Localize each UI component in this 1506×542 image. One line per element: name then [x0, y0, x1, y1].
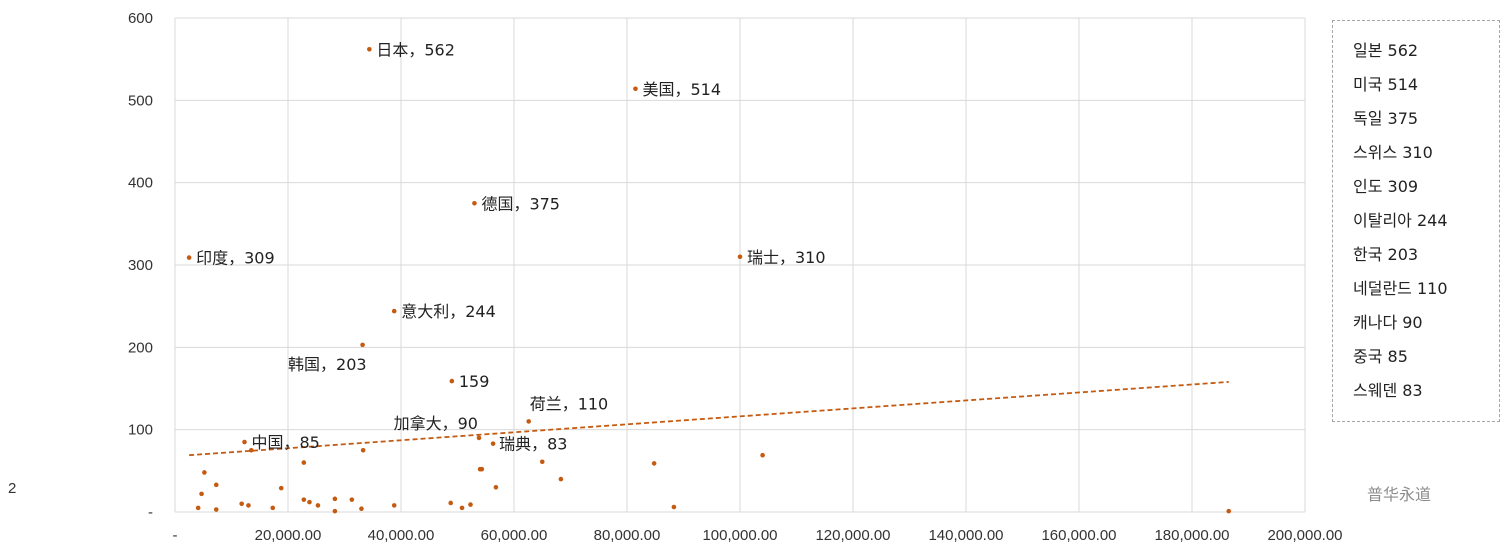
data-point	[332, 508, 338, 514]
data-point	[448, 500, 454, 506]
data-label: 印度，309	[196, 249, 275, 268]
y-tick-label: 100	[128, 422, 153, 439]
x-tick-label: 20,000.00	[255, 527, 322, 542]
data-label: 159	[459, 372, 490, 391]
x-tick-label: -	[173, 527, 178, 542]
data-point	[526, 419, 531, 424]
x-tick-label: 200,000.00	[1267, 527, 1342, 542]
data-point	[449, 378, 455, 384]
y-tick-label: 200	[128, 339, 153, 356]
legend-item: 독일 375	[1353, 109, 1419, 128]
legend-item: 한국 203	[1353, 245, 1419, 264]
data-point	[213, 507, 219, 512]
y-tick-label: 500	[128, 92, 153, 109]
trendline	[189, 381, 1229, 457]
x-tick-label: 120,000.00	[815, 527, 890, 542]
data-label: 中国，85	[251, 433, 319, 452]
data-point	[186, 255, 192, 260]
x-tick-label: 40,000.00	[368, 527, 435, 542]
data-point	[472, 200, 477, 206]
y-tick-label: 300	[128, 257, 153, 274]
y-tick-label: 400	[128, 175, 153, 192]
data-point	[1226, 508, 1232, 514]
legend-item: 이탈리아 244	[1353, 211, 1448, 230]
data-point	[367, 46, 372, 52]
data-label: 瑞士，310	[747, 248, 826, 267]
legend-item: 캐나다 90	[1353, 313, 1423, 332]
legend-item: 인도 309	[1353, 177, 1419, 196]
data-point	[246, 503, 251, 508]
stray-label: 2	[8, 480, 17, 497]
legend-item: 네덜란드 110	[1353, 279, 1448, 298]
data-point	[332, 496, 338, 502]
data-point	[202, 470, 207, 475]
data-point	[360, 447, 366, 453]
data-point	[278, 485, 284, 491]
data-point	[760, 452, 765, 458]
x-tick-label: 140,000.00	[928, 527, 1003, 542]
data-point	[391, 308, 397, 314]
y-tick-label: -	[148, 504, 153, 521]
data-label: 加拿大，90	[394, 414, 478, 433]
data-point	[349, 497, 355, 502]
legend-item: 중국 85	[1353, 347, 1408, 366]
legend-item: 스위스 310	[1353, 143, 1433, 162]
data-point	[391, 503, 397, 508]
legend-box: 일본 562 미국 514 독일 375 스위스 310 인도 309 이탈리아 244 한…	[1332, 20, 1500, 422]
data-point	[490, 441, 496, 446]
data-label: 韩国，203	[288, 355, 367, 374]
data-point	[242, 439, 247, 445]
x-tick-label: 100,000.00	[702, 527, 777, 542]
data-point	[539, 459, 545, 465]
data-point	[195, 505, 201, 511]
data-point	[307, 499, 312, 505]
legend-item: 미국 514	[1353, 75, 1419, 94]
data-point	[360, 342, 365, 348]
data-point	[651, 461, 657, 466]
data-point	[301, 497, 307, 502]
x-tick-label: 160,000.00	[1041, 527, 1116, 542]
legend-item: 스웨덴 83	[1353, 381, 1423, 400]
data-point	[476, 435, 482, 441]
x-tick-label: 180,000.00	[1154, 527, 1229, 542]
data-point	[213, 482, 219, 488]
data-point	[270, 505, 276, 511]
data-point	[459, 505, 465, 511]
data-label: 美国，514	[642, 80, 721, 99]
data-point	[671, 504, 677, 510]
legend-item: 일본 562	[1353, 41, 1419, 60]
data-point	[199, 491, 204, 497]
watermark: 普华永道	[1367, 485, 1432, 504]
data-point	[359, 506, 364, 512]
data-point	[301, 460, 307, 465]
data-point	[633, 86, 638, 92]
data-label: 瑞典，83	[499, 435, 567, 454]
data-label: 荷兰，110	[530, 394, 609, 413]
data-point	[558, 476, 564, 482]
data-point	[479, 466, 485, 472]
data-label: 意大利，244	[401, 302, 496, 321]
data-label: 德国，375	[481, 194, 560, 213]
legend-list: 일본 562 미국 514 독일 375 스위스 310 인도 309 이탈리아 244 한…	[1353, 39, 1499, 413]
x-tick-label: 80,000.00	[594, 527, 661, 542]
data-point	[248, 447, 254, 453]
data-point	[315, 503, 321, 508]
data-point	[493, 485, 499, 490]
data-point	[239, 501, 244, 507]
data-point	[468, 502, 473, 507]
x-tick-label: 60,000.00	[481, 527, 548, 542]
data-label: 日本，562	[376, 40, 455, 59]
data-point	[737, 254, 743, 260]
y-tick-label: 600	[128, 10, 153, 27]
